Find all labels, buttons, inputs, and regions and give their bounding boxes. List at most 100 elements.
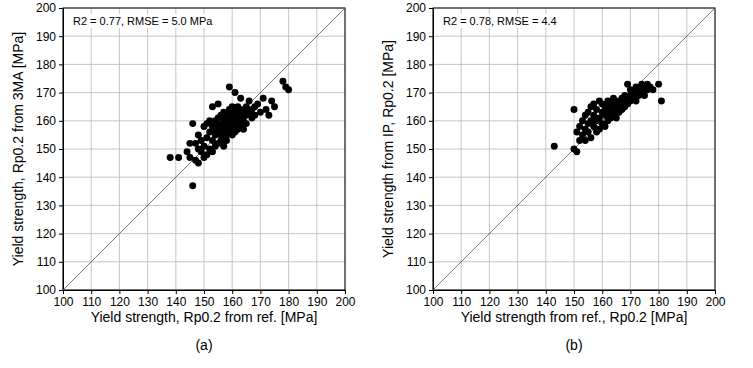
figure: 100 110 120 130 140 150 160 170 180 190 200 100 110 1… (0, 0, 753, 368)
tick-mark (59, 234, 63, 235)
grid (63, 8, 345, 290)
tick: 150 (564, 290, 584, 309)
x-axis-title: Yield strength from ref., Rp0.2 [MPa] (461, 309, 688, 325)
point (243, 120, 250, 127)
annotation: R2 = 0.78, RMSE = 4.4 (443, 15, 557, 27)
tick-mark (630, 290, 631, 294)
tick: 130 (36, 199, 63, 213)
tick-label: 140 (406, 171, 426, 185)
y-axis: 100110120130140150160170180190200 (36, 1, 64, 297)
tick-label: 200 (406, 1, 426, 15)
tick: 190 (677, 290, 697, 309)
tick-label: 130 (406, 199, 426, 213)
point (189, 182, 196, 189)
point (226, 83, 233, 90)
tick: 180 (406, 58, 433, 72)
tick-label: 190 (36, 30, 56, 44)
axis-line (64, 291, 346, 295)
y-axis-title: Yield strength, Rp0.2 from 3MA [MPa] (10, 32, 26, 266)
tick: 100 (406, 283, 433, 297)
marks (433, 8, 715, 290)
tick-label: 160 (36, 114, 56, 128)
tick: 100 (53, 290, 73, 309)
tick-mark (429, 177, 433, 178)
point (587, 134, 594, 141)
tick-label: 120 (36, 227, 56, 241)
grid-line-y (63, 261, 345, 262)
tick: 120 (110, 290, 130, 309)
tick-label: 160 (593, 295, 613, 309)
tick-mark (429, 93, 433, 94)
point (175, 154, 182, 161)
tick-label: 100 (53, 295, 73, 309)
tick-label: 100 (406, 283, 426, 297)
tick: 150 (194, 290, 214, 309)
tick: 110 (407, 255, 433, 269)
point (551, 143, 558, 150)
tick-label: 170 (406, 86, 426, 100)
point (246, 98, 253, 105)
y-axis-title: Yield strength from IP, Rp0.2 [MPa] (380, 40, 396, 258)
tick: 160 (593, 290, 613, 309)
annotation-bg (71, 14, 215, 28)
x-axis: 100110120130140150160170180190200 (53, 290, 355, 309)
point (285, 86, 292, 93)
tick-label: 160 (223, 295, 243, 309)
tick-mark (59, 8, 63, 9)
panel-title: (a) (195, 337, 212, 353)
tick-label: 150 (194, 295, 214, 309)
grid-line-y (433, 64, 715, 65)
tick: 140 (536, 290, 556, 309)
tick: 200 (36, 1, 63, 15)
grid-line-y (433, 261, 715, 262)
tick: 140 (36, 171, 63, 185)
tick-label: 110 (82, 295, 101, 309)
panel-title: (b) (565, 337, 582, 353)
tick: 160 (223, 290, 243, 309)
tick: 130 (138, 290, 158, 309)
tick-label: 140 (536, 295, 556, 309)
tick-mark (289, 290, 290, 294)
tick-label: 110 (407, 255, 426, 269)
annotation-bg (441, 14, 559, 28)
tick-mark (429, 262, 433, 263)
grid-line-y (433, 36, 715, 37)
tick-mark (489, 290, 490, 294)
tick-mark (59, 64, 63, 65)
tick-mark (429, 149, 433, 150)
tick-mark (429, 205, 433, 206)
tick: 170 (251, 290, 271, 309)
tick: 100 (423, 290, 443, 309)
tick-mark (429, 121, 433, 122)
tick-label: 160 (406, 114, 426, 128)
tick-label: 110 (37, 255, 56, 269)
annotation: R2 = 0.77, RMSE = 5.0 MPa (73, 15, 213, 27)
tick: 120 (36, 227, 63, 241)
tick-mark (429, 8, 433, 9)
point (232, 89, 239, 96)
panel: 100 110 120 130 140 150 160 170 180 190 200 100 110 1… (10, 1, 356, 353)
tick-mark (429, 234, 433, 235)
tick-label: 190 (677, 295, 697, 309)
point (271, 103, 278, 110)
tick: 140 (166, 290, 186, 309)
tick-mark (204, 290, 205, 294)
tick-mark (148, 290, 149, 294)
identity-line (63, 8, 345, 290)
tick-label: 170 (621, 295, 641, 309)
tick-mark (429, 36, 433, 37)
tick: 200 (705, 290, 725, 309)
point (254, 100, 261, 107)
tick: 140 (406, 171, 433, 185)
tick-mark (91, 290, 92, 294)
grid (433, 8, 715, 290)
tick: 180 (279, 290, 299, 309)
tick-label: 130 (36, 199, 56, 213)
marks (63, 8, 345, 290)
tick: 170 (36, 86, 63, 100)
grid-line-y (63, 205, 345, 206)
tick: 110 (37, 255, 63, 269)
tick-label: 120 (110, 295, 130, 309)
tick: 100 (36, 283, 63, 297)
tick-label: 170 (36, 86, 56, 100)
